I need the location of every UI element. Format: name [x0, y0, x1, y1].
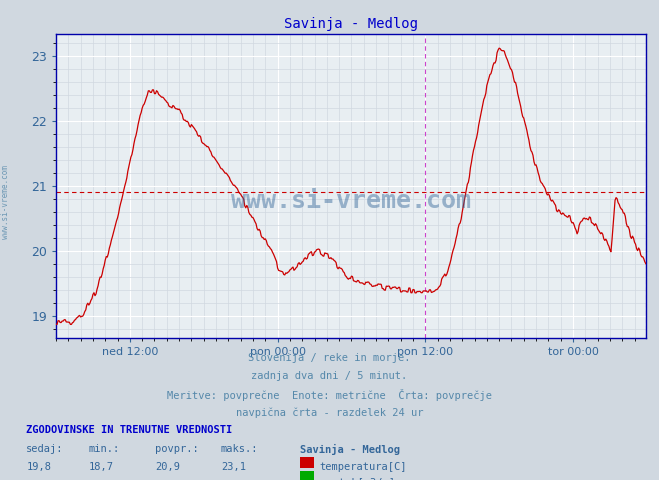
- Text: Savinja - Medlog: Savinja - Medlog: [300, 444, 400, 455]
- Text: Slovenija / reke in morje.: Slovenija / reke in morje.: [248, 353, 411, 363]
- Text: 19,8: 19,8: [26, 462, 51, 472]
- Text: temperatura[C]: temperatura[C]: [320, 462, 407, 472]
- Text: min.:: min.:: [89, 444, 120, 454]
- Title: Savinja - Medlog: Savinja - Medlog: [284, 17, 418, 31]
- Text: ZGODOVINSKE IN TRENUTNE VREDNOSTI: ZGODOVINSKE IN TRENUTNE VREDNOSTI: [26, 425, 233, 435]
- Text: 23,1: 23,1: [221, 462, 246, 472]
- Text: -nan: -nan: [89, 478, 114, 480]
- Text: maks.:: maks.:: [221, 444, 258, 454]
- Text: www.si-vreme.com: www.si-vreme.com: [231, 189, 471, 213]
- Text: www.si-vreme.com: www.si-vreme.com: [1, 165, 10, 239]
- Text: zadnja dva dni / 5 minut.: zadnja dva dni / 5 minut.: [251, 371, 408, 381]
- Text: Meritve: povprečne  Enote: metrične  Črta: povprečje: Meritve: povprečne Enote: metrične Črta:…: [167, 389, 492, 401]
- Text: -nan: -nan: [221, 478, 246, 480]
- Text: -nan: -nan: [155, 478, 180, 480]
- Text: -nan: -nan: [26, 478, 51, 480]
- Text: pretok[m3/s]: pretok[m3/s]: [320, 478, 395, 480]
- Text: navpična črta - razdelek 24 ur: navpična črta - razdelek 24 ur: [236, 408, 423, 418]
- Text: 18,7: 18,7: [89, 462, 114, 472]
- Text: sedaj:: sedaj:: [26, 444, 64, 454]
- Text: povpr.:: povpr.:: [155, 444, 198, 454]
- Text: 20,9: 20,9: [155, 462, 180, 472]
